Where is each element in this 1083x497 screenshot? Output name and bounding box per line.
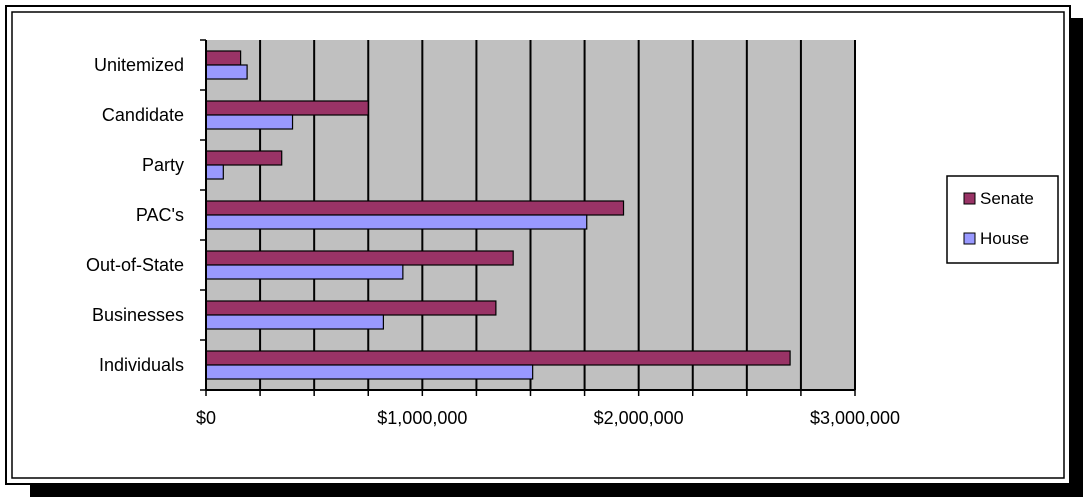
category-label: Out-of-State — [86, 255, 184, 275]
category-label: Party — [142, 155, 184, 175]
legend-swatch-house — [963, 232, 976, 245]
category-label: PAC's — [136, 205, 184, 225]
bar-senate-party — [205, 150, 283, 166]
bar-senate-businesses — [205, 300, 497, 316]
bars — [205, 50, 791, 380]
bar-senate-unitemized — [205, 50, 242, 66]
legend: Senate House — [946, 175, 1059, 264]
category-label: Businesses — [92, 305, 184, 325]
legend-swatch-senate — [963, 192, 976, 205]
bar-house-individuals — [205, 364, 534, 380]
bar-senate-candidate — [205, 100, 369, 116]
frame-shadow-bottom — [30, 484, 1083, 497]
x-tick-labels: $0 $1,000,000 $2,000,000 $3,000,000 — [196, 408, 900, 428]
bar-house-businesses — [205, 314, 384, 330]
category-label: Candidate — [102, 105, 184, 125]
x-tick-label: $3,000,000 — [810, 408, 900, 428]
frame-shadow-right — [1070, 18, 1083, 497]
bar-house-unitemized — [205, 64, 248, 80]
x-tick-label: $2,000,000 — [594, 408, 684, 428]
category-label: Unitemized — [94, 55, 184, 75]
bar-house-out-of-state — [205, 264, 404, 280]
legend-label-house: House — [980, 229, 1029, 248]
legend-box — [946, 175, 1059, 264]
bar-senate-individuals — [205, 350, 791, 366]
x-tick-label: $0 — [196, 408, 216, 428]
bar-house-party — [205, 164, 224, 180]
chart-frame-inner — [11, 11, 1065, 479]
category-labels: Individuals Businesses Out-of-State PAC's Pa… — [86, 55, 184, 375]
bar-house-pac-s — [205, 214, 588, 230]
category-label: Individuals — [99, 355, 184, 375]
bar-senate-pac-s — [205, 200, 625, 216]
bar-house-candidate — [205, 114, 294, 130]
axes — [200, 39, 856, 396]
bar-senate-out-of-state — [205, 250, 514, 266]
legend-label-senate: Senate — [980, 189, 1034, 208]
x-tick-label: $1,000,000 — [377, 408, 467, 428]
